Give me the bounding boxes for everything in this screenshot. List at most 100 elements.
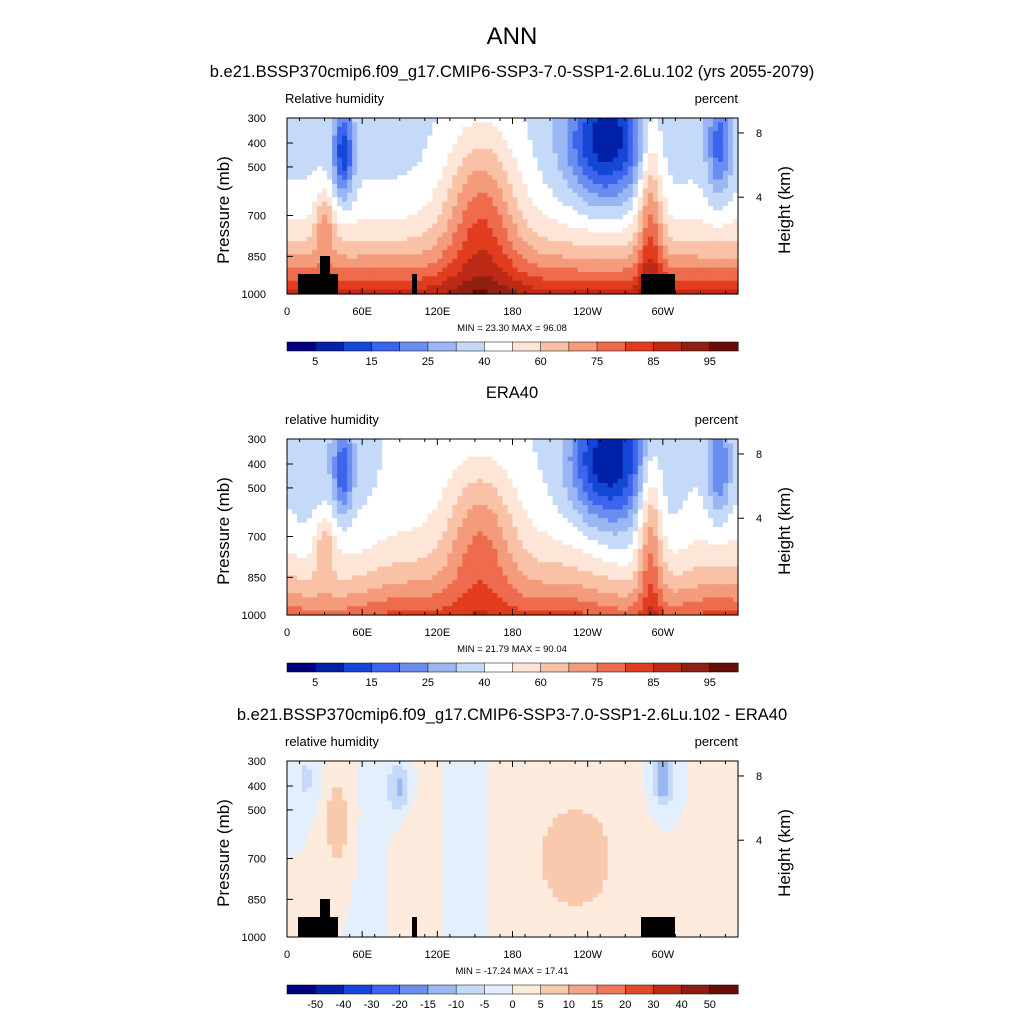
contour-cell: [722, 452, 729, 458]
contour-cell: [357, 439, 363, 444]
contour-cell: [347, 219, 353, 225]
contour-cell: [432, 153, 438, 159]
contour-cell: [372, 162, 378, 167]
contour-cell: [372, 157, 378, 163]
contour-cell: [362, 245, 368, 251]
contour-cell: [572, 474, 579, 480]
contour-cell: [352, 157, 358, 163]
contour-cell: [387, 162, 393, 167]
contour-cell: [592, 228, 599, 233]
contour-cell: [602, 461, 609, 466]
contour-cell: [342, 452, 348, 458]
contour-cell: [462, 201, 468, 207]
contour-cell: [732, 465, 739, 471]
contour-cell: [317, 241, 323, 247]
contour-cell: [567, 263, 574, 269]
contour-cell: [462, 491, 468, 497]
contour-cell: [312, 474, 318, 480]
contour-cell: [497, 214, 504, 220]
y-axis-title: Pressure (mb): [214, 156, 233, 264]
contour-cell: [442, 263, 448, 269]
contour-cell: [492, 285, 499, 291]
contour-cell: [702, 219, 709, 225]
contour-cell: [322, 483, 328, 488]
contour-cell: [657, 214, 664, 220]
contour-cell: [617, 184, 624, 189]
contour-cell: [557, 214, 564, 220]
contour-cell: [542, 223, 549, 229]
contour-cell: [562, 126, 569, 132]
contour-cell: [407, 285, 413, 291]
contour-cell: [637, 478, 644, 484]
contour-cell: [517, 223, 524, 229]
contour-cell: [572, 166, 579, 172]
contour-cell: [292, 170, 298, 176]
contour-cell: [662, 461, 669, 466]
contour-cell: [677, 210, 684, 216]
contour-cell: [507, 162, 514, 167]
contour-cell: [577, 483, 584, 488]
contour-cell: [597, 122, 604, 128]
contour-cell: [337, 267, 343, 273]
contour-cell: [677, 487, 684, 493]
contour-cell: [597, 478, 604, 484]
contour-cell: [462, 228, 468, 233]
contour-cell: [367, 232, 373, 238]
contour-cell: [587, 148, 594, 154]
contour-cell: [317, 443, 323, 449]
contour-cell: [567, 126, 574, 132]
contour-cell: [392, 500, 398, 506]
contour-cell: [432, 175, 438, 181]
contour-cell: [512, 157, 519, 163]
contour-cell: [607, 223, 614, 229]
contour-cell: [372, 153, 378, 159]
contour-cell: [577, 188, 584, 194]
contour-cell: [327, 232, 333, 238]
contour-cell: [312, 443, 318, 449]
contour-cell: [732, 153, 739, 159]
contour-cell: [472, 206, 479, 211]
contour-cell: [507, 184, 514, 189]
contour-cell: [547, 232, 554, 238]
contour-cell: [287, 188, 293, 194]
contour-cell: [472, 250, 479, 255]
contour-cell: [497, 461, 504, 466]
contour-cell: [497, 452, 504, 458]
contour-cell: [537, 184, 544, 189]
contour-cell: [457, 188, 463, 194]
contour-cell: [452, 166, 458, 172]
contour-cell: [442, 157, 448, 163]
contour-cell: [292, 175, 298, 181]
contour-cell: [477, 465, 484, 471]
contour-cell: [727, 241, 734, 247]
contour-cell: [672, 153, 679, 159]
contour-cell: [297, 122, 303, 128]
contour-cell: [622, 179, 629, 185]
contour-cell: [507, 491, 514, 497]
contour-cell: [667, 131, 674, 137]
contour-cell: [367, 439, 373, 444]
contour-cell: [617, 140, 624, 145]
contour-cell: [407, 192, 413, 198]
contour-cell: [647, 491, 654, 497]
contour-cell: [382, 500, 388, 506]
contour-cell: [627, 250, 634, 255]
contour-cell: [697, 250, 704, 255]
contour-cell: [482, 162, 489, 167]
contour-cell: [322, 487, 328, 493]
contour-cell: [332, 443, 338, 449]
contour-cell: [322, 469, 328, 475]
contour-cell: [477, 210, 484, 216]
contour-cell: [627, 122, 634, 128]
contour-cell: [407, 179, 413, 185]
contour-cell: [632, 153, 639, 159]
contour-cell: [307, 452, 313, 458]
contour-cell: [302, 478, 308, 484]
contour-cell: [657, 250, 664, 255]
contour-cell: [687, 210, 694, 216]
contour-cell: [442, 206, 448, 211]
contour-cell: [602, 170, 609, 176]
contour-cell: [577, 140, 584, 145]
contour-cell: [677, 126, 684, 132]
contour-cell: [467, 474, 474, 480]
